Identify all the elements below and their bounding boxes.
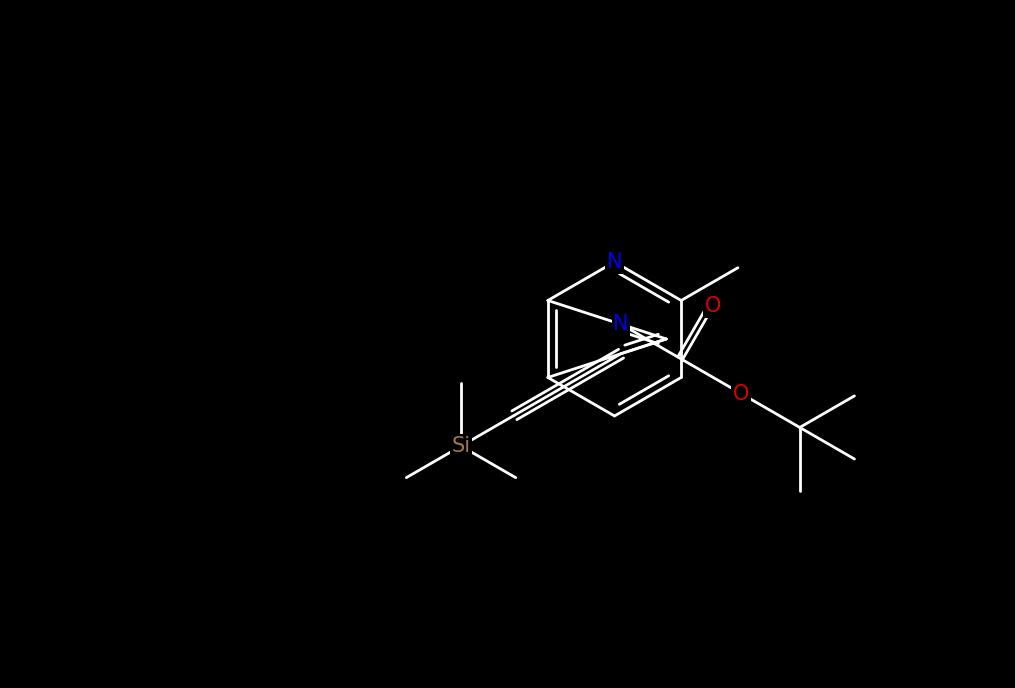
Text: N: N xyxy=(607,252,622,272)
Text: O: O xyxy=(705,297,722,316)
Text: Si: Si xyxy=(452,436,471,456)
Text: O: O xyxy=(733,384,749,404)
Text: N: N xyxy=(613,314,629,334)
